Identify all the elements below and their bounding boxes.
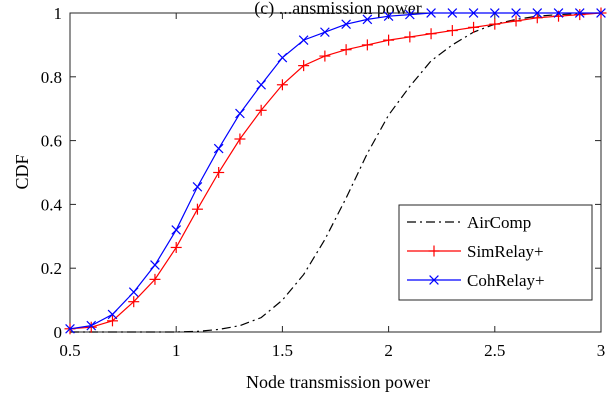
plot-area-frame: [69, 12, 602, 333]
x-marker: [298, 35, 309, 45]
series-layer: [64, 7, 607, 335]
x-tick-label: 0.5: [59, 341, 80, 360]
x-marker: [447, 8, 458, 18]
x-marker: [468, 8, 479, 18]
x-marker: [574, 8, 585, 18]
x-marker: [489, 8, 500, 18]
legend-label: AirComp: [467, 213, 531, 232]
series-cohrelay-: [65, 8, 606, 334]
x-marker: [235, 108, 245, 119]
x-marker: [596, 8, 606, 18]
legend: AirComp SimRelay+ CohRelay+: [398, 204, 593, 301]
y-tick-label: 0.2: [41, 259, 62, 278]
legend-box: [398, 204, 593, 301]
tick-labels: 0.5 1 1.5 2 2.5 3 0 0.2 0.4 0.6 0.8 1: [41, 4, 606, 360]
x-marker: [426, 8, 436, 18]
x-marker: [341, 19, 351, 29]
x-marker: [65, 323, 75, 334]
axes: [69, 12, 602, 333]
legend-label: CohRelay+: [467, 271, 545, 290]
x-marker: [362, 14, 373, 25]
y-tick-label: 0.8: [41, 68, 62, 87]
chart-title: (c) ...ansmission power: [254, 0, 421, 19]
x-tick-label: 1: [172, 341, 181, 360]
series-simrelay-: [64, 7, 607, 335]
x-tick-label: 1.5: [272, 341, 293, 360]
x-axis-title: Node transmission power: [246, 372, 430, 392]
x-marker: [553, 8, 564, 18]
x-marker: [405, 9, 415, 20]
x-marker: [383, 11, 394, 22]
x-tick-label: 2.5: [484, 341, 505, 360]
y-axis-title: CDF: [12, 154, 32, 189]
series-line: [69, 12, 601, 330]
x-marker: [429, 275, 439, 285]
x-marker: [86, 320, 97, 331]
x-marker: [150, 260, 160, 270]
x-marker: [532, 8, 543, 18]
x-marker: [320, 27, 330, 37]
y-tick-label: 0.4: [41, 195, 63, 214]
y-tick-label: 0.6: [41, 132, 62, 151]
x-marker: [192, 182, 203, 192]
x-marker: [213, 143, 224, 154]
x-marker: [277, 52, 288, 63]
x-marker: [171, 225, 182, 235]
x-marker: [511, 8, 521, 18]
y-tick-label: 1: [54, 4, 63, 23]
x-tick-label: 2: [384, 341, 393, 360]
x-marker: [107, 309, 118, 320]
x-marker: [256, 79, 266, 90]
series-line: [70, 12, 602, 333]
y-tick-label: 0: [54, 323, 63, 342]
legend-label: SimRelay+: [467, 242, 544, 261]
x-marker: [128, 287, 139, 297]
series-aircomp: [70, 12, 602, 333]
x-tick-label: 3: [597, 341, 606, 360]
